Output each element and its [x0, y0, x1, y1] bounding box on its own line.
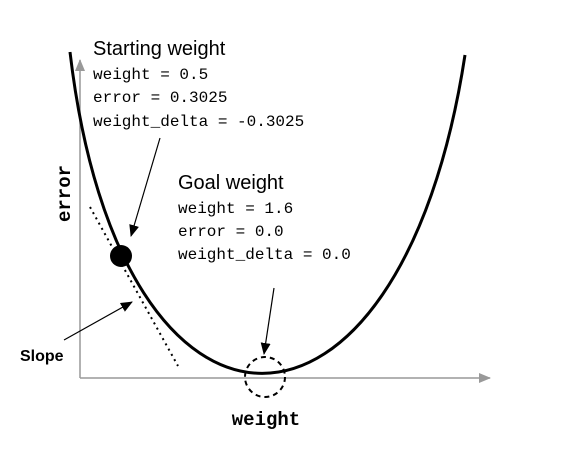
slope-label: Slope — [20, 348, 64, 365]
starting-pointer-arrow — [129, 137, 161, 237]
starting-weight-delta-value: weight_delta = -0.3025 — [93, 113, 304, 131]
slope-tangent — [89, 206, 179, 367]
starting-weight-value: weight = 0.5 — [93, 66, 208, 84]
goal-weight-marker — [244, 356, 286, 398]
y-axis-label: error — [54, 165, 76, 222]
x-axis-label: weight — [232, 409, 300, 431]
slope-pointer-arrow — [63, 301, 133, 341]
error-curve — [68, 51, 467, 375]
goal-error-value: error = 0.0 — [178, 223, 284, 241]
goal-pointer-arrow — [260, 287, 275, 355]
goal-weight-value: weight = 1.6 — [178, 200, 293, 218]
goal-weight-title: Goal weight — [178, 172, 284, 194]
goal-weight-delta-value: weight_delta = 0.0 — [178, 246, 351, 264]
starting-error-value: error = 0.3025 — [93, 89, 227, 107]
starting-weight-point — [110, 245, 132, 267]
starting-weight-title: Starting weight — [93, 38, 226, 60]
